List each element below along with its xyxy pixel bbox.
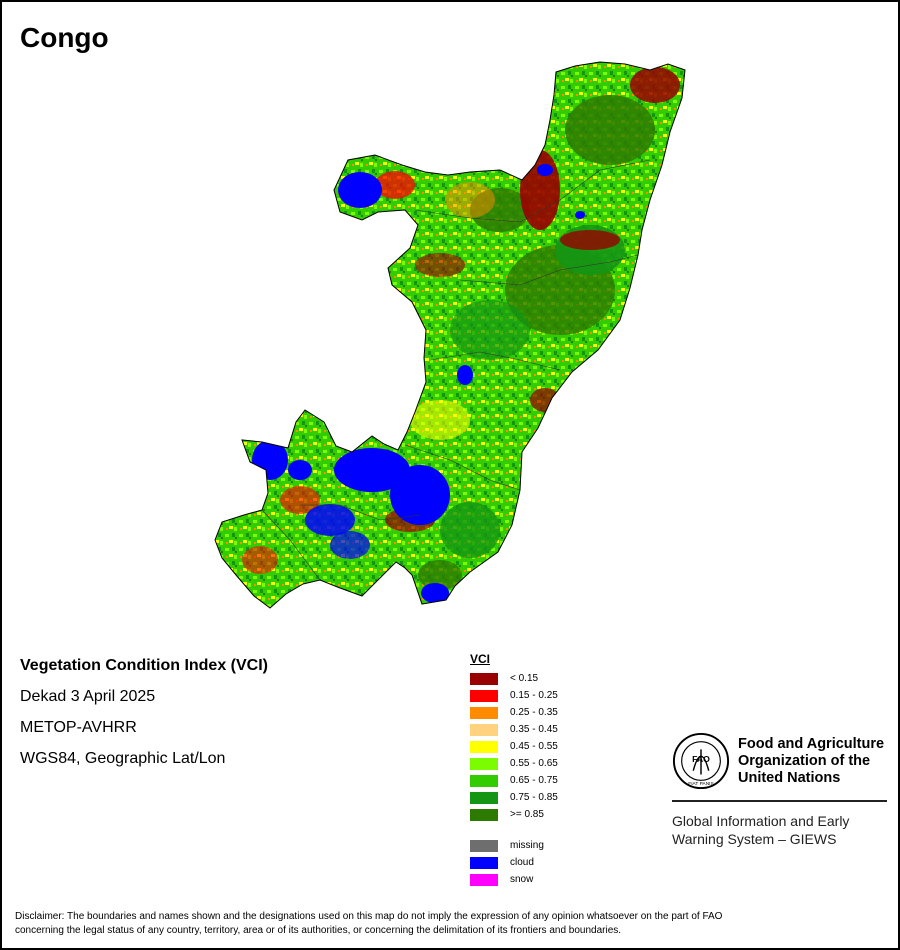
legend-class-swatch [470,757,498,770]
legend-class-label: 0.35 - 0.45 [510,724,558,735]
legend-special-row: snow [470,871,610,888]
legend-class-label: 0.75 - 0.85 [510,792,558,803]
legend-class-label: 0.65 - 0.75 [510,775,558,786]
legend-special-swatch [470,873,498,886]
country-title: Congo [20,22,109,53]
legend-class-swatch [470,808,498,821]
legend-classes: < 0.15 0.15 - 0.25 0.25 - 0.35 0.35 - 0.45 0… [470,670,610,823]
legend-class-row: < 0.15 [470,670,610,687]
legend-class-label: 0.25 - 0.35 [510,707,558,718]
legend-special-label: cloud [510,857,534,868]
legend-special-row: cloud [470,854,610,871]
vci-legend: VCI < 0.15 0.15 - 0.25 0.25 - 0.35 0.35 - 0… [470,652,610,888]
fao-name: Food and Agriculture Organization of the… [738,735,885,786]
legend-class-label: < 0.15 [510,673,539,684]
legend-class-row: 0.65 - 0.75 [470,772,610,789]
period-label: Dekad 3 April 2025 [20,688,156,705]
legend-class-swatch [470,774,498,787]
legend-special: missing cloud snow [470,837,610,888]
fao-logo-motto: FIAT PANIS [688,781,714,787]
legend-class-row: 0.25 - 0.35 [470,704,610,721]
legend-class-label: 0.55 - 0.65 [510,758,558,769]
legend-class-row: 0.75 - 0.85 [470,789,610,806]
legend-special-row: missing [470,837,610,854]
sensor-label: METOP-AVHRR [20,719,137,736]
legend-class-row: >= 0.85 [470,806,610,823]
legend-class-row: 0.45 - 0.55 [470,738,610,755]
vci-map [214,61,686,609]
legend-class-swatch [470,723,498,736]
fao-logo-icon: FAO FIAT PANIS [672,732,730,790]
legend-class-swatch [470,706,498,719]
legend-class-swatch [470,791,498,804]
projection-label: WGS84, Geographic Lat/Lon [20,750,226,767]
map-info: Vegetation Condition Index (VCI) Dekad 3… [20,657,268,781]
legend-special-swatch [470,856,498,869]
legend-class-swatch [470,740,498,753]
legend-class-swatch [470,689,498,702]
fao-divider [672,800,887,802]
legend-class-row: 0.15 - 0.25 [470,687,610,704]
legend-class-label: 0.15 - 0.25 [510,690,558,701]
fao-logo-text: FAO [692,754,710,764]
giews-label: Global Information and Early Warning Sys… [672,813,850,847]
legend-special-label: snow [510,874,534,885]
legend-special-swatch [470,839,498,852]
legend-class-swatch [470,672,498,685]
disclaimer: Disclaimer: The boundaries and names sho… [15,911,723,936]
legend-class-row: 0.55 - 0.65 [470,755,610,772]
legend-class-row: 0.35 - 0.45 [470,721,610,738]
index-name: Vegetation Condition Index (VCI) [20,657,268,674]
legend-class-label: >= 0.85 [510,809,544,820]
legend-title: VCI [470,652,491,666]
fao-block: FAO FIAT PANIS Food and Agriculture Orga… [672,732,892,848]
legend-special-label: missing [510,840,544,851]
legend-class-label: 0.45 - 0.55 [510,741,558,752]
